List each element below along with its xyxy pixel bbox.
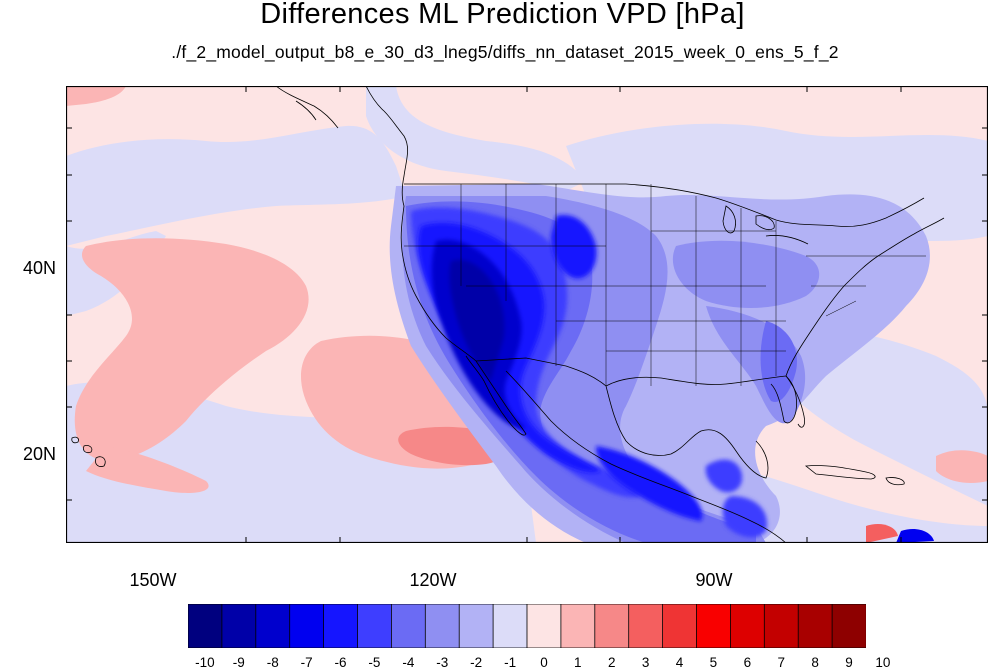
lon-label-90w: 90W xyxy=(695,570,733,590)
colorbar xyxy=(188,604,866,648)
colorbar-swatch xyxy=(628,604,664,648)
negative-anomaly-region xyxy=(760,321,797,402)
colorbar-swatch xyxy=(594,604,630,648)
colorbar-label: 2 xyxy=(608,655,616,670)
light-blue-region xyxy=(66,125,406,246)
colorbar-label: -10 xyxy=(195,655,215,670)
lat-label-40n: 40N xyxy=(22,258,56,278)
positive-anomaly-region xyxy=(866,524,898,543)
lon-label-120w: 120W xyxy=(409,570,457,590)
colorbar-label: 8 xyxy=(811,655,819,670)
colorbar-label: 9 xyxy=(845,655,853,670)
strong-negative-region xyxy=(722,496,767,538)
strong-negative-region xyxy=(551,215,597,279)
vpd-difference-map xyxy=(66,86,988,543)
colorbar-label: -1 xyxy=(504,655,517,670)
colorbar-swatch xyxy=(831,604,866,648)
colorbar-label: 6 xyxy=(743,655,752,670)
colorbar-swatch xyxy=(526,604,562,648)
positive-anomaly-region xyxy=(936,450,988,483)
axis-ticks xyxy=(66,86,988,543)
map-panel xyxy=(66,86,988,543)
positive-anomaly-region xyxy=(86,446,209,493)
colorbar-swatch xyxy=(357,604,393,648)
strong-negative-region xyxy=(449,259,505,381)
coastlines xyxy=(71,86,945,543)
colorbar-swatch xyxy=(763,604,799,648)
colorbar-swatch xyxy=(662,604,698,648)
colorbar-label: -3 xyxy=(436,655,449,670)
colorbar-label: 0 xyxy=(540,655,548,670)
colorbar-label: -8 xyxy=(266,655,279,670)
colorbar-swatch xyxy=(797,604,833,648)
colorbar-label: 5 xyxy=(709,655,718,670)
colorbar-label: 7 xyxy=(777,655,786,670)
colorbar-swatch xyxy=(323,604,359,648)
colorbar-label: -9 xyxy=(232,655,245,670)
colorbar-label: -7 xyxy=(300,655,313,670)
colorbar-label: -6 xyxy=(334,655,347,670)
lon-label-150w: 150W xyxy=(129,570,177,590)
page-subtitle: ./f_2_model_output_b8_e_30_d3_lneg5/diff… xyxy=(171,42,839,62)
colorbar-swatch xyxy=(492,604,528,648)
colorbar-swatch xyxy=(289,604,325,648)
colorbar-swatch xyxy=(188,604,223,648)
colorbar-swatch xyxy=(730,604,766,648)
colorbar-swatch xyxy=(221,604,257,648)
colorbar-label: 3 xyxy=(641,655,650,670)
colorbar-swatch xyxy=(255,604,291,648)
positive-anomaly-region xyxy=(74,238,309,461)
colorbar-swatch xyxy=(458,604,494,648)
colorbar-label: 1 xyxy=(574,655,582,670)
strong-negative-region xyxy=(596,446,703,521)
colorbar-swatch xyxy=(696,604,732,648)
colorbar-swatch xyxy=(390,604,426,648)
page-title: Differences ML Prediction VPD [hPa] xyxy=(260,0,745,30)
colorbar-label: -5 xyxy=(368,655,381,670)
state-borders xyxy=(404,184,926,386)
colorbar-label: -2 xyxy=(470,655,483,670)
colorbar-label: -4 xyxy=(402,655,415,670)
colorbar-label: 10 xyxy=(875,655,891,670)
strong-negative-region xyxy=(705,459,743,493)
lat-label-20n: 20N xyxy=(22,444,56,464)
light-blue-region xyxy=(366,86,586,191)
negative-anomaly-region xyxy=(672,240,820,308)
colorbar-swatch xyxy=(560,604,596,648)
colorbar-label: 4 xyxy=(675,655,684,670)
colorbar-swatch xyxy=(424,604,460,648)
strong-negative-region xyxy=(896,529,934,543)
positive-anomaly-region xyxy=(66,86,126,106)
